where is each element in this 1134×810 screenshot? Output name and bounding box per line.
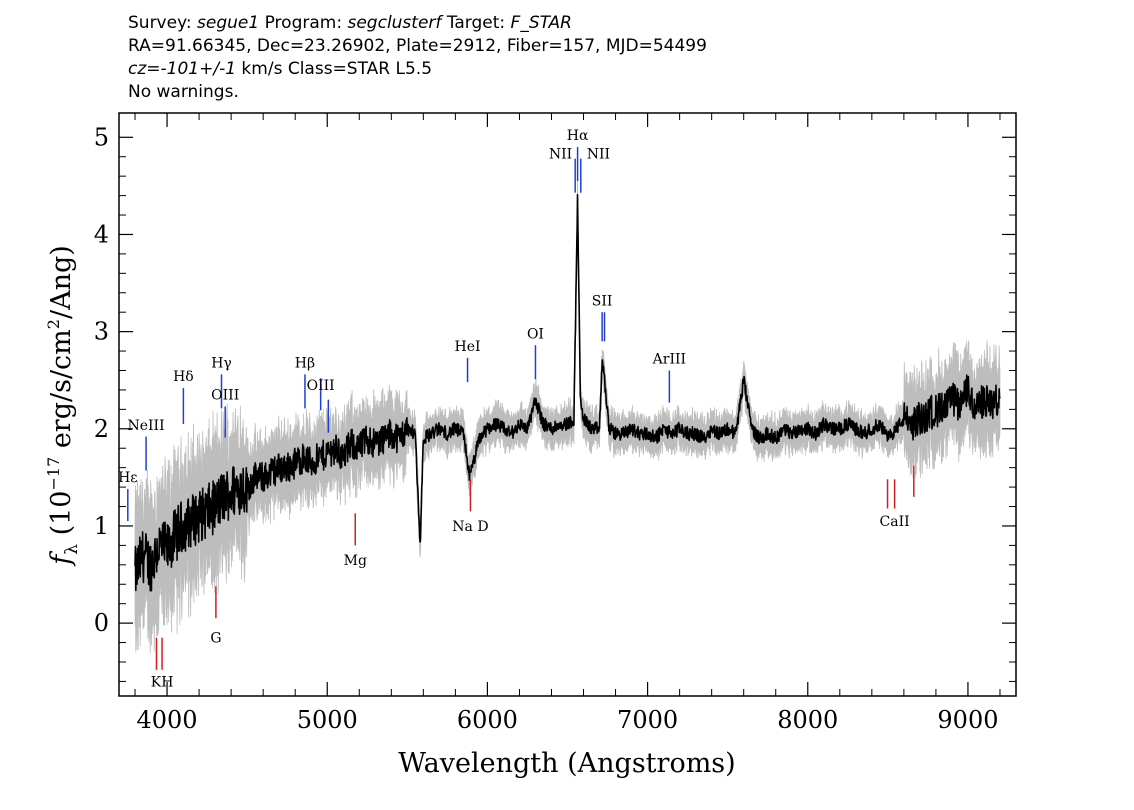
emission-line-label: Hδ: [173, 369, 194, 385]
emission-line-label: Hγ: [211, 356, 232, 372]
class-text: km/s Class=STAR L5.5: [236, 59, 433, 79]
header-line-warnings: No warnings.: [128, 82, 239, 102]
emission-line-label: Hβ: [295, 356, 315, 372]
y-tick-label: 0: [94, 609, 109, 637]
y-tick-label: 2: [94, 415, 109, 443]
spectrum-header: Survey: segue1 Program: segclusterf Targ…: [128, 12, 707, 104]
x-tick-label: 9000: [937, 706, 998, 734]
absorption-line-label: CaII: [880, 514, 910, 530]
absorption-line-label: Mg: [344, 553, 367, 569]
y-axis-ticks: 0 1 2 3 4 5: [94, 123, 1016, 682]
emission-line-label: OIII: [211, 388, 239, 404]
header-line-redshift: cz=-101+/-1 km/s Class=STAR L5.5: [128, 58, 707, 81]
emission-line-label: OI: [527, 326, 544, 342]
error-band: [134, 178, 1001, 653]
cz-value: cz=-101+/-1: [128, 59, 237, 79]
spectral-line-markers: Hε NeIII Hδ Hγ OIII Hβ OIII HeI OI NII Hα NII SII ArI…: [118, 128, 915, 690]
survey-value: segue1: [197, 13, 260, 33]
spectrum-line: [134, 193, 1001, 592]
x-tick-label: 4000: [137, 706, 198, 734]
absorption-line-label: G: [210, 631, 221, 647]
emission-line-label: SII: [592, 293, 613, 309]
survey-label: Survey:: [128, 13, 192, 33]
emission-line-label: Hε: [118, 470, 137, 486]
spectrum-series: [134, 193, 1001, 592]
x-axis-ticks: 4000 5000 6000 7000 8000 9000: [134, 113, 1001, 734]
y-axis-title-body: (10: [46, 491, 77, 544]
x-tick-label: 6000: [457, 706, 518, 734]
x-tick-label: 8000: [777, 706, 838, 734]
emission-line-label: NeIII: [127, 418, 164, 434]
x-tick-label: 7000: [617, 706, 678, 734]
x-axis-title: Wavelength (Angstroms): [398, 748, 735, 779]
y-tick-label: 3: [94, 318, 109, 346]
y-tick-label: 1: [94, 512, 109, 540]
program-value: segclusterf: [347, 13, 442, 33]
y-axis-title: fλ (10−17 erg/s/cm2/Ang): [44, 245, 82, 567]
header-line-survey: Survey: segue1 Program: segclusterf Targ…: [128, 12, 707, 35]
x-tick-label: 5000: [297, 706, 358, 734]
error-band-area: [134, 178, 1001, 653]
emission-line-label: Hα: [567, 128, 589, 144]
emission-line-label: NII: [587, 147, 610, 163]
y-axis-title-sub: λ: [62, 544, 82, 555]
absorption-line-label: Na D: [452, 519, 488, 535]
y-axis-title-exp2: 2: [44, 319, 63, 329]
emission-line-label: OIII: [307, 378, 335, 394]
program-label: Program:: [264, 13, 343, 33]
header-line-coordinates: RA=91.66345, Dec=23.26902, Plate=2912, F…: [128, 36, 707, 56]
y-axis-title-end: /Ang): [46, 245, 77, 319]
absorption-line-label: KH: [151, 674, 174, 690]
emission-line-label: HeI: [455, 339, 481, 355]
emission-line-label: NII: [549, 147, 572, 163]
y-tick-label: 4: [94, 220, 109, 248]
target-value: F_STAR: [510, 13, 572, 33]
y-axis-title-units: erg/s/cm: [46, 329, 77, 457]
y-axis-title-exp: −17: [44, 457, 63, 491]
y-tick-label: 5: [94, 123, 109, 151]
plot-frame: [118, 112, 1017, 697]
target-label: Target:: [446, 13, 506, 33]
emission-line-label: ArIII: [652, 352, 686, 368]
